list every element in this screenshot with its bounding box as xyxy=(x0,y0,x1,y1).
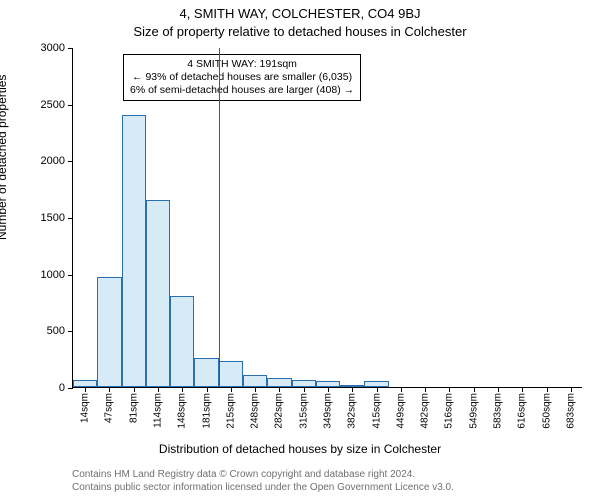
x-tick xyxy=(158,387,159,392)
x-tick-label: 148sqm xyxy=(177,393,188,429)
y-tick xyxy=(68,275,73,276)
y-tick-label: 2500 xyxy=(41,99,65,111)
x-tick xyxy=(498,387,499,392)
x-tick xyxy=(279,387,280,392)
x-tick-label: 47sqm xyxy=(104,393,115,423)
x-tick-label: 549sqm xyxy=(468,393,479,429)
y-axis-label: Number of detached properties xyxy=(0,75,9,240)
x-tick-label: 583sqm xyxy=(493,393,504,429)
x-tick xyxy=(401,387,402,392)
histogram-bar xyxy=(97,277,121,387)
x-tick-label: 315sqm xyxy=(298,393,309,429)
x-tick xyxy=(571,387,572,392)
y-tick-label: 1000 xyxy=(41,269,65,281)
x-tick-label: 516sqm xyxy=(444,393,455,429)
x-tick-label: 14sqm xyxy=(80,393,91,423)
x-tick xyxy=(352,387,353,392)
chart-supertitle: 4, SMITH WAY, COLCHESTER, CO4 9BJ xyxy=(0,6,600,21)
histogram-bar xyxy=(267,378,291,387)
annotation-line-3: 6% of semi-detached houses are larger (4… xyxy=(130,84,354,97)
x-tick-label: 181sqm xyxy=(201,393,212,429)
x-tick xyxy=(182,387,183,392)
histogram-bar xyxy=(292,380,316,387)
x-tick-label: 248sqm xyxy=(250,393,261,429)
x-tick-label: 349sqm xyxy=(323,393,334,429)
x-tick-label: 382sqm xyxy=(347,393,358,429)
annotation-line-2: ← 93% of detached houses are smaller (6,… xyxy=(130,71,354,84)
y-tick xyxy=(68,331,73,332)
reference-vline xyxy=(219,48,220,387)
histogram-bar xyxy=(194,358,218,387)
x-tick-label: 482sqm xyxy=(420,393,431,429)
x-tick xyxy=(328,387,329,392)
histogram-bar xyxy=(73,380,97,387)
chart-plot-area: 4 SMITH WAY: 191sqm ← 93% of detached ho… xyxy=(72,48,582,388)
histogram-bar xyxy=(243,375,267,387)
x-tick-label: 215sqm xyxy=(225,393,236,429)
x-tick xyxy=(474,387,475,392)
y-tick-label: 500 xyxy=(47,325,65,337)
x-tick xyxy=(522,387,523,392)
footer-line-1: Contains HM Land Registry data © Crown c… xyxy=(72,469,582,482)
x-tick-label: 282sqm xyxy=(274,393,285,429)
annotation-box: 4 SMITH WAY: 191sqm ← 93% of detached ho… xyxy=(123,54,361,101)
x-tick-label: 415sqm xyxy=(371,393,382,429)
x-tick-label: 683sqm xyxy=(565,393,576,429)
x-tick-label: 650sqm xyxy=(541,393,552,429)
y-tick-label: 1500 xyxy=(41,212,65,224)
x-tick xyxy=(134,387,135,392)
y-tick-label: 2000 xyxy=(41,155,65,167)
y-tick xyxy=(68,218,73,219)
x-tick xyxy=(207,387,208,392)
x-axis-label: Distribution of detached houses by size … xyxy=(0,442,600,456)
y-tick xyxy=(68,388,73,389)
footer-attribution: Contains HM Land Registry data © Crown c… xyxy=(72,469,582,494)
x-tick-label: 449sqm xyxy=(395,393,406,429)
x-tick xyxy=(449,387,450,392)
annotation-line-1: 4 SMITH WAY: 191sqm xyxy=(130,58,354,71)
y-tick-label: 0 xyxy=(59,382,65,394)
y-tick-label: 3000 xyxy=(41,42,65,54)
chart-title: Size of property relative to detached ho… xyxy=(0,24,600,39)
x-tick-label: 114sqm xyxy=(153,393,164,428)
x-tick-label: 616sqm xyxy=(517,393,528,429)
x-tick xyxy=(109,387,110,392)
page-root: 4, SMITH WAY, COLCHESTER, CO4 9BJ Size o… xyxy=(0,0,600,500)
histogram-bar xyxy=(219,361,243,387)
y-tick xyxy=(68,48,73,49)
x-tick xyxy=(377,387,378,392)
histogram-bar xyxy=(122,115,146,387)
footer-line-2: Contains public sector information licen… xyxy=(72,482,582,495)
histogram-bar xyxy=(170,296,194,387)
histogram-bar xyxy=(146,200,170,387)
x-tick xyxy=(255,387,256,392)
y-tick xyxy=(68,161,73,162)
x-tick-label: 81sqm xyxy=(128,393,139,423)
x-tick xyxy=(547,387,548,392)
y-tick xyxy=(68,105,73,106)
x-tick xyxy=(304,387,305,392)
x-tick xyxy=(425,387,426,392)
x-tick xyxy=(85,387,86,392)
x-tick xyxy=(231,387,232,392)
